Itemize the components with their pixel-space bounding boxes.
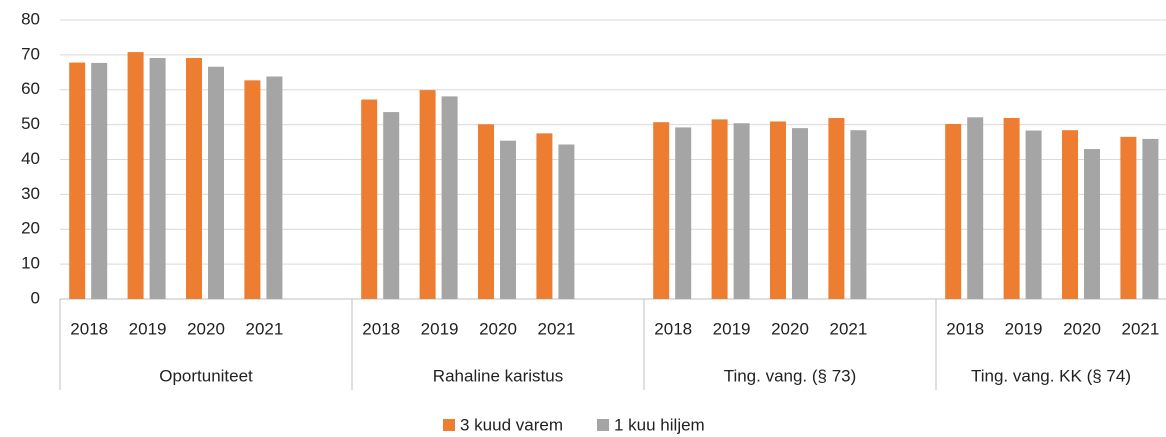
- legend-label: 1 kuu hiljem: [614, 415, 705, 434]
- bar: [850, 130, 867, 299]
- x-tick-label: 2018: [362, 319, 400, 338]
- x-tick-label: 2020: [187, 319, 225, 338]
- bar: [1003, 117, 1020, 299]
- bar: [1062, 130, 1078, 299]
- x-tick-label: 2020: [1063, 319, 1101, 338]
- x-tick-label: 2021: [537, 319, 575, 338]
- x-tick-label: 2020: [771, 319, 809, 338]
- bar: [711, 119, 728, 299]
- bar: [69, 62, 86, 299]
- y-tick-label: 10: [21, 254, 40, 273]
- bar: [1142, 138, 1159, 299]
- bar: [208, 66, 224, 299]
- x-tick-label: 2019: [1005, 319, 1043, 338]
- x-tick-label: 2020: [479, 319, 517, 338]
- bar: [770, 121, 786, 299]
- bar: [792, 128, 808, 299]
- bar: [733, 123, 750, 299]
- y-tick-label: 30: [21, 184, 40, 203]
- bar: [1084, 149, 1100, 299]
- bar: [91, 62, 108, 299]
- y-tick-label: 0: [31, 288, 40, 307]
- legend-swatch: [443, 419, 455, 431]
- x-tick-label: 2019: [421, 319, 459, 338]
- bar: [500, 140, 516, 299]
- x-tick-label: 2018: [946, 319, 984, 338]
- bar: [478, 124, 494, 300]
- group-label: Ting. vang. KK (§ 74): [971, 366, 1131, 385]
- bar: [828, 117, 845, 299]
- bar: [945, 123, 962, 300]
- x-tick-label: 2018: [70, 319, 108, 338]
- bar: [536, 133, 553, 299]
- group-label: Ting. vang. (§ 73): [724, 366, 857, 385]
- legend-swatch: [597, 419, 609, 431]
- y-tick-label: 50: [21, 114, 40, 133]
- bar: [244, 80, 261, 300]
- bar: [1120, 136, 1137, 299]
- bar: [558, 144, 575, 299]
- x-tick-label: 2018: [654, 319, 692, 338]
- y-tick-label: 60: [21, 79, 40, 98]
- x-tick-label: 2019: [713, 319, 751, 338]
- x-tick-label: 2019: [129, 319, 167, 338]
- bar: [419, 90, 436, 299]
- bar: [383, 112, 400, 299]
- legend-label: 3 kuud varem: [460, 415, 563, 434]
- x-tick-label: 2021: [245, 319, 283, 338]
- bar: [127, 52, 144, 300]
- bar: [1025, 130, 1042, 299]
- y-tick-label: 20: [21, 219, 40, 238]
- y-tick-label: 70: [21, 44, 40, 63]
- x-tick-label: 2021: [1121, 319, 1159, 338]
- bar: [266, 76, 283, 299]
- bar: [441, 96, 458, 299]
- y-tick-label: 80: [21, 9, 40, 28]
- bar: [653, 122, 670, 299]
- bar: [149, 58, 166, 299]
- bar: [967, 117, 984, 300]
- y-tick-label: 40: [21, 149, 40, 168]
- bar: [675, 127, 692, 299]
- group-label: Rahaline karistus: [433, 366, 563, 385]
- bar: [361, 99, 378, 299]
- x-tick-label: 2021: [829, 319, 867, 338]
- group-label: Oportuniteet: [159, 366, 253, 385]
- bar: [186, 58, 202, 299]
